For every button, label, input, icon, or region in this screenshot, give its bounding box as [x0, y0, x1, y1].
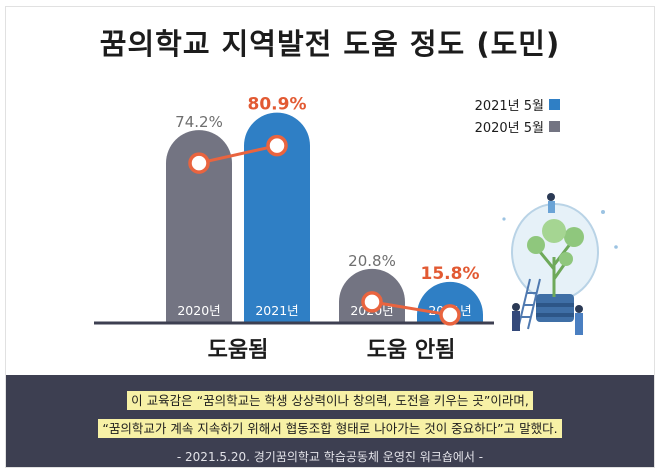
bar-year-label: 2021년 — [255, 303, 298, 318]
bar-year-label: 2020년 — [177, 303, 220, 318]
chart-title: 꿈의학교 지역발전 도움 정도 (도민) — [99, 27, 561, 61]
bar-chart: 2020년74.2%2021년80.9%도움됨2020년20.8%2021년15… — [94, 95, 618, 363]
bar-2021년-1 — [244, 112, 310, 324]
legend-label: 2021년 5월 — [475, 99, 544, 114]
lightbulb-with-tree-icon — [502, 193, 618, 335]
change-connector-line — [371, 300, 451, 317]
value-label: 20.8% — [348, 252, 396, 270]
change-marker — [266, 134, 288, 157]
change-marker — [439, 304, 461, 326]
quote-line-1: 이 교육감은 “꿈의학교는 학생 상상력이나 창의력, 도전을 키우는 곳”이라… — [6, 390, 654, 410]
legend-label: 2020년 5월 — [475, 121, 544, 136]
change-marker — [361, 291, 383, 313]
value-label: 15.8% — [421, 264, 480, 284]
value-label: 74.2% — [175, 113, 223, 131]
quote-footer: 이 교육감은 “꿈의학교는 학생 상상력이나 창의력, 도전을 키우는 곳”이라… — [6, 375, 654, 467]
infographic-card: 꿈의학교 지역발전 도움 정도 (도민) — [5, 6, 655, 468]
change-marker — [188, 152, 210, 174]
quote-credit: - 2021.5.20. 경기꿈의학교 학습공동체 운영진 워크숍에서 - — [176, 450, 484, 464]
legend-swatch — [549, 99, 560, 110]
category-label: 도움됨 — [208, 338, 269, 363]
bar-2020년-1 — [166, 130, 232, 323]
change-connector-line — [198, 144, 278, 165]
category-label: 도움 안됨 — [367, 338, 456, 363]
legend-swatch — [549, 121, 560, 132]
quote-line-2: “꿈의학교가 계속 지속하기 위해서 협동조합 형태로 나아가는 것이 중요하다… — [6, 418, 654, 438]
value-label: 80.9% — [248, 95, 307, 115]
